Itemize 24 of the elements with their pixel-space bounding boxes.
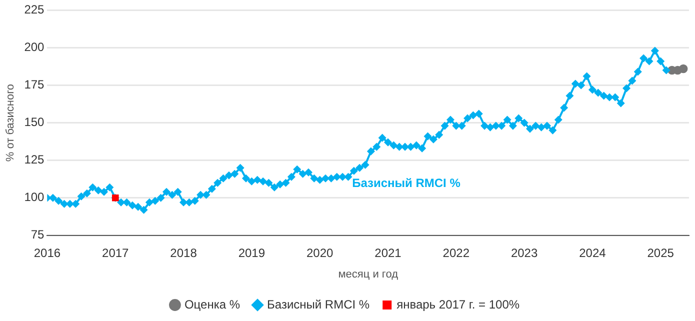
x-tick-label: 2025 (647, 246, 674, 260)
legend-label: Оценка % (184, 297, 240, 312)
x-tick-label: 2016 (34, 246, 61, 260)
legend-label: Базисный RMCI % (267, 297, 370, 312)
y-tick-label: 200 (24, 40, 45, 54)
legend-label: январь 2017 г. = 100% (396, 297, 520, 312)
annotation: Базисный RMCI % (352, 176, 461, 190)
x-tick-label: 2017 (102, 246, 130, 260)
y-tick-label: 175 (24, 78, 45, 92)
x-tick-label: 2022 (442, 246, 470, 260)
y-tick-label: 225 (24, 2, 45, 17)
x-tick-label: 2023 (510, 246, 538, 260)
y-axis-title: % от базисного (4, 84, 17, 162)
x-axis-title: месяц и год (338, 268, 399, 280)
point (678, 64, 688, 74)
x-tick-label: 2018 (170, 246, 198, 260)
x-tick-label: 2021 (374, 246, 402, 260)
x-tick-label: 2019 (238, 246, 266, 260)
y-tick-label: 125 (24, 152, 45, 167)
y-tick-label: 150 (24, 115, 45, 130)
y-tick-label: 75 (30, 228, 45, 242)
y-tick-label: 100 (24, 190, 45, 204)
x-tick-label: 2024 (579, 246, 606, 260)
x-tick-label: 2020 (306, 246, 334, 260)
